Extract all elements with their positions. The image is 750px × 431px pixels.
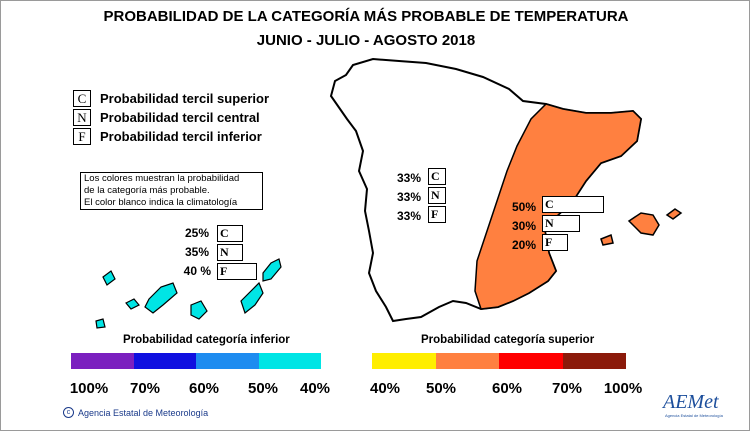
- legend-label: Probabilidad tercil inferior: [100, 128, 262, 144]
- scale-tick: 60%: [188, 380, 220, 397]
- copyright-icon: c: [63, 407, 74, 418]
- oeste-f-box: F: [428, 206, 446, 223]
- scale-tick: 70%: [551, 380, 583, 397]
- color-swatch: [196, 353, 259, 369]
- legend-letter-box: F: [73, 127, 91, 145]
- canarias-c-box: C: [217, 225, 243, 242]
- mallorca-shape: [627, 212, 660, 236]
- scale-superior-colorbar: [372, 353, 626, 369]
- note-line: de la categoría más probable.: [84, 185, 210, 196]
- scale-superior-title: Probabilidad categoría superior: [421, 334, 595, 346]
- scale-tick: 100%: [69, 380, 109, 397]
- canarias-c-percent: 25%: [184, 226, 209, 240]
- este-f-box: F: [542, 234, 568, 251]
- oeste-f-percent: 33%: [396, 209, 421, 223]
- canary-island-shape: [102, 270, 116, 286]
- este-c-percent: 50%: [511, 200, 536, 214]
- color-swatch: [499, 353, 563, 369]
- color-swatch: [71, 353, 134, 369]
- canary-island-shape: [95, 318, 106, 329]
- scale-tick: 60%: [491, 380, 523, 397]
- canarias-f-box: F: [217, 263, 257, 280]
- este-n-box: N: [542, 215, 580, 232]
- oeste-n-percent: 33%: [396, 190, 421, 204]
- color-swatch: [435, 353, 499, 369]
- scale-tick: 40%: [369, 380, 401, 397]
- scale-tick: 50%: [247, 380, 279, 397]
- scale-tick: 40%: [299, 380, 331, 397]
- aemet-logo: AEMet Agencia Estatal de Meteorología: [657, 389, 727, 419]
- explanation-note: Los colores muestran la probabilidad de …: [80, 172, 263, 210]
- agency-credit: c Agencia Estatal de Meteorología: [63, 407, 208, 418]
- oeste-c-percent: 33%: [396, 171, 421, 185]
- ibiza-shape: [600, 233, 614, 246]
- este-c-box: C: [542, 196, 604, 213]
- legend-label: Probabilidad tercil central: [100, 109, 260, 125]
- map-subtitle: JUNIO - JULIO - AGOSTO 2018: [256, 32, 476, 49]
- scale-tick: 70%: [129, 380, 161, 397]
- legend-row-lower: F Probabilidad tercil inferior: [73, 127, 262, 145]
- scale-inferior-title: Probabilidad categoría inferior: [123, 334, 290, 346]
- logo-tagline: Agencia Estatal de Meteorología: [665, 413, 723, 418]
- canary-island-shape: [125, 298, 140, 310]
- este-f-percent: 20%: [511, 238, 536, 252]
- logo-text: AEMet: [663, 391, 719, 413]
- canary-island-shape: [190, 300, 208, 320]
- note-line: El color blanco indica la climatología: [84, 197, 238, 208]
- legend-label: Probabilidad tercil superior: [100, 90, 270, 106]
- canarias-n-percent: 35%: [184, 245, 209, 259]
- canarias-f-percent: 40 %: [183, 264, 211, 278]
- canarias-n-box: N: [217, 244, 243, 261]
- scale-tick: 100%: [603, 380, 643, 397]
- color-swatch: [258, 353, 321, 369]
- canary-island-shape: [262, 258, 282, 282]
- legend-letter-box: N: [73, 108, 91, 126]
- agency-name: Agencia Estatal de Meteorología: [78, 407, 209, 418]
- color-swatch: [133, 353, 196, 369]
- oeste-n-box: N: [428, 187, 446, 204]
- color-swatch: [372, 353, 436, 369]
- map-title: PROBABILIDAD DE LA CATEGORÍA MÁS PROBABL…: [103, 8, 629, 25]
- menorca-shape: [665, 208, 683, 220]
- este-n-percent: 30%: [511, 219, 536, 233]
- legend-row-central: N Probabilidad tercil central: [73, 108, 260, 126]
- color-swatch: [562, 353, 626, 369]
- canary-island-shape: [240, 281, 264, 315]
- scale-inferior-colorbar: [71, 353, 321, 369]
- scale-tick: 50%: [425, 380, 457, 397]
- legend-row-upper: C Probabilidad tercil superior: [73, 89, 269, 107]
- note-line: Los colores muestran la probabilidad: [84, 173, 240, 184]
- canary-island-shape: [144, 282, 178, 314]
- legend-letter-box: C: [73, 89, 91, 107]
- oeste-c-box: C: [428, 168, 446, 185]
